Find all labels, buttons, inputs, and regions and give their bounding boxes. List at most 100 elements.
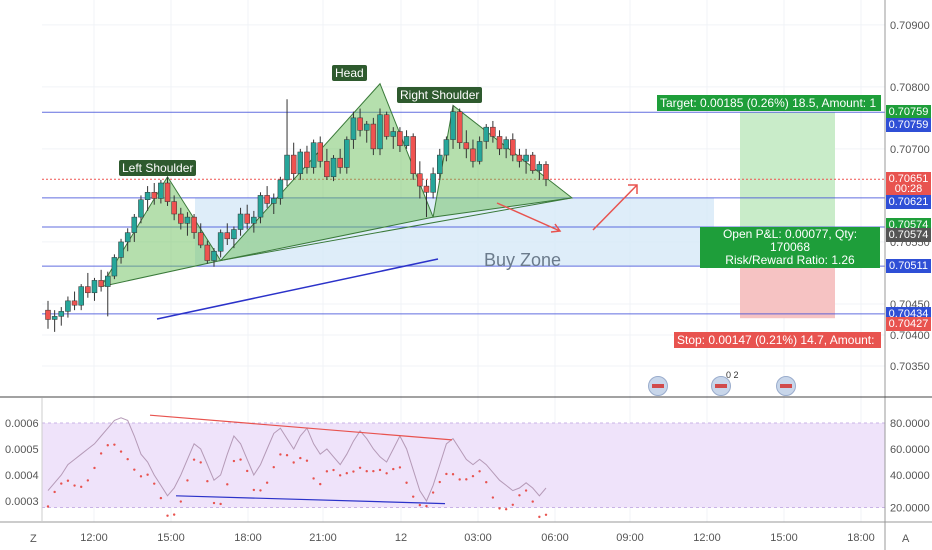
oscillator-dot	[358, 466, 362, 470]
candle-body	[290, 154, 297, 174]
oscillator-dot	[425, 504, 428, 508]
price-axis-label: 0.70511	[886, 259, 931, 274]
us-flag-event-icon[interactable]	[776, 376, 796, 396]
candle-body	[277, 179, 284, 199]
time-tick-label: 15:00	[770, 532, 798, 544]
timezone-button[interactable]: Z	[30, 533, 37, 545]
time-tick-label: 18:00	[234, 532, 262, 544]
candle-body	[164, 182, 171, 202]
candle-body	[131, 216, 138, 233]
target-zone[interactable]	[740, 112, 835, 228]
left-shoulder-label[interactable]: Left Shoulder	[119, 160, 197, 176]
oscillator-dot	[46, 505, 50, 508]
candle-body	[85, 286, 91, 294]
candle-body	[98, 280, 104, 287]
buy-zone-label: Buy Zone	[484, 250, 562, 270]
oscillator-dot	[325, 470, 329, 473]
candle-body	[403, 136, 410, 147]
candle-body	[324, 161, 330, 178]
oscillator-dot	[385, 472, 388, 475]
candle-body	[184, 216, 191, 224]
time-tick-label: 09:00	[616, 532, 644, 544]
oscillator-band	[42, 423, 885, 508]
osc-left-tick: 0.0004	[5, 470, 39, 482]
candle-body	[71, 300, 78, 306]
candle-body	[397, 131, 403, 147]
oscillator-dot	[66, 479, 70, 482]
oscillator-dot	[312, 477, 315, 480]
pnl-line: Open P&L: 0.00077, Qty: 170068	[722, 227, 858, 254]
target-label[interactable]: Target: 0.00185 (0.26%) 18.5, Amount: 1	[657, 95, 881, 111]
candle-body	[543, 164, 549, 180]
oscillator-dot	[299, 456, 302, 460]
price-axis-label: 0.70574	[886, 217, 931, 232]
us-flag-event-icon[interactable]	[648, 376, 668, 396]
candle-body	[271, 198, 277, 204]
oscillator-dot	[186, 479, 189, 482]
candle-body	[151, 192, 157, 199]
risk-reward-line: Risk/Reward Ratio: 1.26	[725, 253, 855, 267]
oscillator-dot	[491, 496, 495, 499]
oscillator-dot	[352, 470, 355, 473]
oscillator-pane	[42, 414, 885, 519]
candle-body	[529, 154, 536, 171]
candle-body	[383, 114, 390, 137]
price-tick-label: 0.70800	[890, 82, 930, 94]
price-tick-label: 0.70900	[890, 20, 930, 32]
oscillator-dot	[179, 500, 182, 503]
oscillator-dot	[212, 501, 216, 505]
price-axis-label: 0.70621	[886, 195, 931, 210]
arrow-head	[628, 184, 638, 194]
oscillator-dot	[259, 489, 262, 492]
oscillator-dot	[378, 468, 382, 472]
arrow-head	[550, 223, 562, 233]
candle-body	[377, 114, 383, 150]
oscillator-dot	[139, 475, 143, 478]
candle-body	[51, 316, 58, 320]
candle-body	[118, 241, 124, 258]
oscillator-dot	[285, 454, 289, 457]
oscillator-dot	[153, 482, 156, 485]
candle-body	[503, 139, 509, 150]
time-tick-label: 12	[395, 532, 407, 544]
stop-label[interactable]: Stop: 0.00147 (0.21%) 14.7, Amount:	[674, 332, 881, 348]
us-flag-event-icon[interactable]	[711, 376, 731, 396]
candle-body	[317, 142, 323, 162]
candle-body	[224, 232, 231, 240]
candle-body	[297, 151, 304, 174]
head-label[interactable]: Head	[332, 65, 367, 81]
oscillator-dot	[372, 469, 375, 473]
oscillator-dot	[86, 479, 90, 482]
down-arrow	[496, 202, 561, 232]
osc-right-tick: 80.0000	[890, 418, 930, 430]
oscillator-dot	[518, 494, 521, 497]
oscillator-dot	[445, 472, 448, 476]
oscillator-dot	[538, 515, 541, 519]
oscillator-line	[47, 417, 547, 503]
time-tick-label: 03:00	[464, 532, 492, 544]
price-tick-label: 0.70400	[890, 330, 930, 342]
candle-body	[390, 131, 397, 137]
pnl-label[interactable]: Open P&L: 0.00077, Qty: 170068 Risk/Rewa…	[700, 227, 880, 268]
oscillator-dot	[133, 468, 136, 471]
candle-body	[483, 126, 489, 142]
candle-body	[536, 164, 543, 171]
time-tick-label: 18:00	[847, 532, 875, 544]
candle-body	[437, 154, 443, 174]
time-tick-label: 15:00	[157, 532, 185, 544]
candle-body	[496, 136, 503, 150]
auto-scale-button[interactable]: A	[902, 533, 910, 545]
oscillator-dot	[199, 461, 202, 464]
candle-body	[523, 154, 529, 162]
oscillator-dot	[398, 466, 402, 469]
oscillator-dot	[438, 480, 441, 484]
oscillator-dot	[498, 507, 501, 510]
osc-left-tick: 0.0006	[5, 418, 39, 430]
oscillator-dot	[412, 495, 415, 498]
axis-ticks: 12:00 15:00 18:00 21:00 12 03:00 06:00 09:00 12:…	[5, 20, 930, 544]
right-shoulder-label[interactable]: Right Shoulder	[397, 87, 483, 103]
oscillator-dot	[292, 461, 295, 464]
oscillator-dot	[60, 482, 63, 485]
candle-body	[191, 216, 197, 233]
